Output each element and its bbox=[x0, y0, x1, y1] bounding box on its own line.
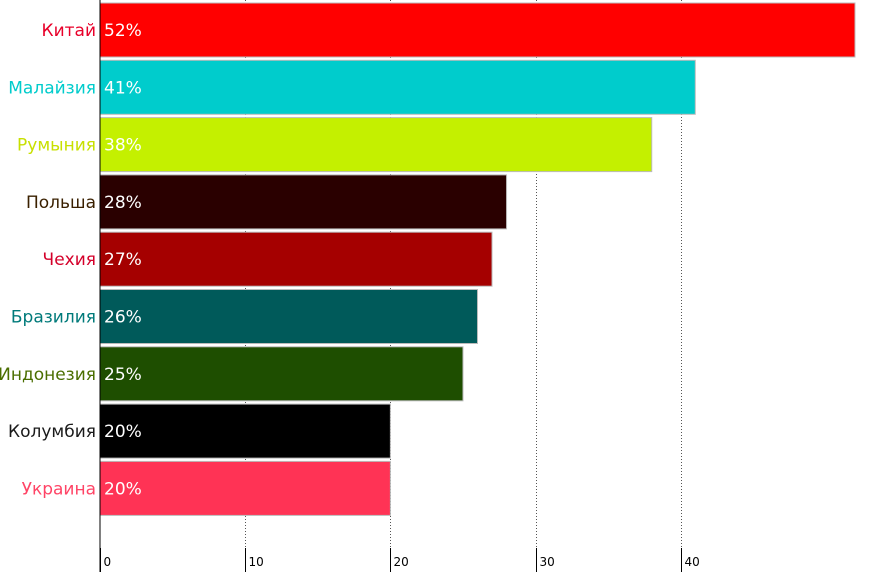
category-labels: Китай Малайзия Румыния Польша Чехия Бразилия И… bbox=[0, 21, 96, 499]
category-label: Польша bbox=[26, 193, 96, 213]
category-label: Чехия bbox=[43, 250, 96, 270]
bar bbox=[99, 346, 464, 402]
category-label: Румыния bbox=[17, 136, 96, 156]
value-label: 20% bbox=[104, 422, 142, 442]
x-tick-label: 0 bbox=[104, 555, 112, 569]
category-label: Малайзия bbox=[8, 78, 96, 98]
x-tick-label: 40 bbox=[685, 555, 700, 569]
x-tick-label: 10 bbox=[249, 555, 264, 569]
x-axis-ticks: 0 10 20 30 40 bbox=[100, 548, 700, 572]
category-label: Украина bbox=[22, 479, 96, 499]
bar bbox=[99, 117, 653, 173]
bar bbox=[99, 174, 508, 230]
value-label: 41% bbox=[104, 78, 142, 98]
x-tick-label: 20 bbox=[394, 555, 409, 569]
value-label: 52% bbox=[104, 21, 142, 41]
bar bbox=[99, 460, 391, 516]
bars bbox=[99, 2, 856, 516]
bar bbox=[99, 2, 856, 58]
value-label: 27% bbox=[104, 250, 142, 270]
category-label: Бразилия bbox=[11, 308, 96, 328]
value-label: 26% bbox=[104, 308, 142, 328]
bar bbox=[99, 231, 493, 287]
value-label: 25% bbox=[104, 365, 142, 385]
value-label: 38% bbox=[104, 136, 142, 156]
category-label: Индонезия bbox=[0, 365, 96, 385]
bar bbox=[99, 289, 478, 344]
value-label: 20% bbox=[104, 479, 142, 499]
bar bbox=[99, 403, 391, 459]
value-labels: 52% 41% 38% 28% 27% 26% 25% 20% 20% bbox=[104, 21, 142, 499]
category-label: Китай bbox=[42, 21, 97, 41]
value-label: 28% bbox=[104, 193, 142, 213]
bar bbox=[99, 59, 696, 115]
category-label: Колумбия bbox=[8, 422, 96, 442]
x-tick-label: 30 bbox=[540, 555, 555, 569]
